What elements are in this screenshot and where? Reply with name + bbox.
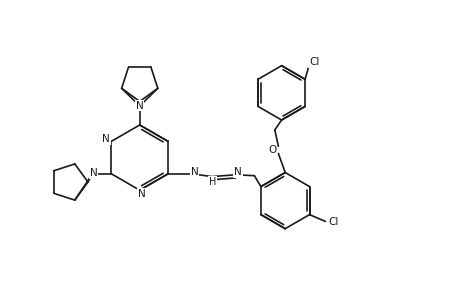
- Text: N: N: [136, 101, 143, 111]
- Text: N: N: [102, 134, 110, 145]
- Text: Cl: Cl: [328, 217, 338, 227]
- Text: Cl: Cl: [308, 57, 318, 67]
- Text: H: H: [209, 177, 216, 187]
- Text: N: N: [137, 189, 145, 199]
- Text: N: N: [190, 167, 198, 177]
- Text: N: N: [234, 167, 242, 177]
- Text: O: O: [268, 145, 276, 155]
- Text: N: N: [89, 168, 97, 178]
